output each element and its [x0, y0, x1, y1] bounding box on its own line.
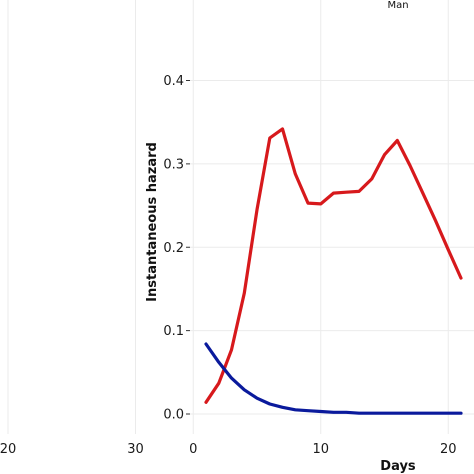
- left-gridlines: [7, 0, 136, 434]
- series-lines: [204, 127, 463, 415]
- series-line-2: [204, 342, 463, 415]
- x-tick-label: 20: [440, 442, 457, 457]
- left-x-ticks: 20 30: [0, 442, 144, 457]
- x-axis-title: Days: [380, 459, 416, 474]
- left-panel: 20 30: [0, 0, 144, 457]
- y-tick-label: 0.1: [163, 324, 184, 339]
- y-axis-title: Instantaneous hazard: [145, 142, 160, 302]
- x-ticks: 0 10 20: [189, 442, 456, 457]
- y-ticks: 0.0 0.1 0.2 0.3 0.4: [163, 74, 190, 423]
- right-gridlines: [190, 0, 474, 434]
- panel-title: Man: [387, 0, 408, 11]
- x-tick-label: 0: [189, 442, 197, 457]
- y-tick-label: 0.2: [163, 241, 184, 256]
- left-x-tick-label: 20: [0, 442, 16, 457]
- y-tick-label: 0.4: [163, 74, 184, 89]
- y-tick-label: 0.3: [163, 157, 184, 172]
- series-line-1: [204, 127, 463, 404]
- left-x-tick-label: 30: [127, 442, 144, 457]
- right-panel: Man 0.0 0.1 0.2 0.3 0.4 0 10 20 Instantaneous …: [145, 0, 474, 474]
- y-tick-label: 0.0: [163, 408, 184, 423]
- x-tick-label: 10: [312, 442, 329, 457]
